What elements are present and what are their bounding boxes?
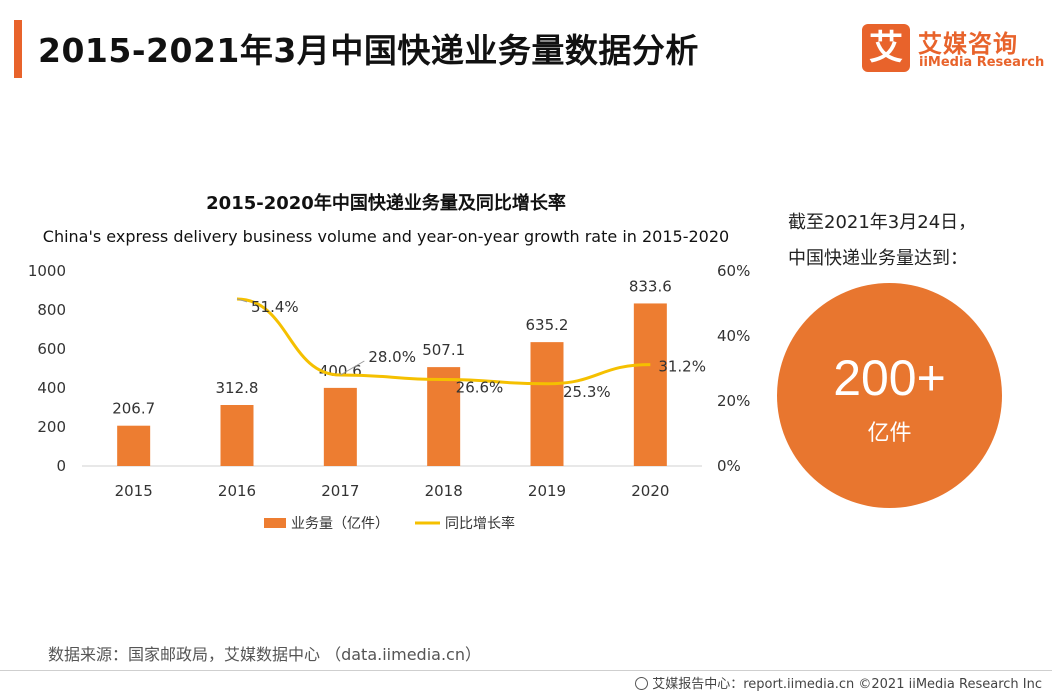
bar-2017 bbox=[323, 387, 357, 466]
chart-subtitle: China's express delivery business volume… bbox=[43, 227, 729, 246]
x-tick-label: 2019 bbox=[528, 482, 566, 500]
bar-value-label: 635.2 bbox=[526, 316, 569, 334]
globe-icon bbox=[635, 677, 649, 690]
x-tick-label: 2017 bbox=[321, 482, 359, 500]
footer: 艾媒报告中心：report.iimedia.cn ©2021 iiMedia R… bbox=[635, 673, 1042, 692]
side-note-line1: 截至2021年3月24日， bbox=[788, 212, 977, 233]
label-leader-line bbox=[236, 298, 248, 303]
x-axis: 2015 2016 2017 2018 2019 2020 bbox=[115, 482, 670, 500]
footer-text: 艾媒报告中心：report.iimedia.cn ©2021 iiMedia R… bbox=[652, 677, 1042, 692]
footer-divider bbox=[0, 670, 1052, 671]
chart-legend: 业务量（亿件） 同比增长率 bbox=[264, 515, 515, 532]
label-leader-line bbox=[340, 360, 365, 376]
growth-rate-label: 25.3% bbox=[563, 383, 611, 401]
bar-2016 bbox=[220, 405, 254, 466]
data-source-note: 数据来源：国家邮政局，艾媒数据中心 （data.iimedia.cn） bbox=[48, 645, 481, 664]
y-right-tick-label: 60% bbox=[717, 262, 750, 280]
growth-rate-label: 51.4% bbox=[251, 298, 299, 316]
bar-value-label: 400.6 bbox=[319, 362, 362, 380]
x-tick-label: 2018 bbox=[425, 482, 463, 500]
highlight-circle: 200+ 亿件 bbox=[777, 283, 1002, 508]
bar-value-label: 507.1 bbox=[422, 341, 465, 359]
bar-value-label: 312.8 bbox=[216, 379, 259, 397]
x-tick-label: 2016 bbox=[218, 482, 256, 500]
logo-mark: 艾 bbox=[862, 24, 910, 72]
y-left-tick-label: 1000 bbox=[28, 262, 66, 280]
bar-2015 bbox=[117, 425, 151, 466]
volume-bars bbox=[117, 303, 667, 466]
growth-rate-path bbox=[236, 297, 651, 386]
y-right-tick-label: 20% bbox=[717, 392, 750, 410]
express-volume-chart: 2015-2020年中国快递业务量及同比增长率 China's express … bbox=[28, 192, 751, 532]
legend-bar-label: 业务量（亿件） bbox=[291, 516, 389, 532]
growth-rate-label: 31.2% bbox=[658, 358, 706, 376]
y-left-tick-label: 600 bbox=[37, 340, 66, 358]
iimedia-logo: 艾 艾媒咨询 iiMedia Research bbox=[858, 24, 1044, 76]
highlight-unit: 亿件 bbox=[867, 421, 912, 446]
growth-rate-label: 28.0% bbox=[368, 348, 416, 366]
y-left-tick-label: 800 bbox=[37, 301, 66, 319]
bar-2019 bbox=[530, 342, 564, 466]
growth-rate-label: 26.6% bbox=[456, 379, 504, 397]
logo-cn-text: 艾媒咨询 bbox=[918, 30, 1018, 58]
legend-bar-swatch bbox=[264, 518, 286, 528]
y-left-tick-label: 400 bbox=[37, 379, 66, 397]
title-accent-bar bbox=[14, 20, 22, 78]
y-right-tick-label: 0% bbox=[717, 457, 741, 475]
y-right-tick-label: 40% bbox=[717, 327, 750, 345]
chart-title: 2015-2020年中国快递业务量及同比增长率 bbox=[206, 192, 566, 214]
y-left-tick-label: 0 bbox=[56, 457, 66, 475]
x-tick-label: 2015 bbox=[115, 482, 153, 500]
bar-value-label: 833.6 bbox=[629, 277, 672, 295]
side-note-line2: 中国快递业务量达到： bbox=[788, 248, 968, 269]
x-tick-label: 2020 bbox=[631, 482, 669, 500]
bar-2020 bbox=[633, 303, 667, 466]
volume-bar-labels: 206.7 312.8 400.6 507.1 635.2 833.6 bbox=[112, 277, 672, 417]
page-title: 2015-2021年3月中国快递业务量数据分析 bbox=[38, 31, 699, 70]
logo-en-text: iiMedia Research bbox=[919, 55, 1045, 70]
y-right-axis: 0% 20% 40% 60% bbox=[717, 262, 750, 475]
y-left-tick-label: 200 bbox=[37, 418, 66, 436]
growth-rate-line bbox=[236, 297, 651, 386]
bar-value-label: 206.7 bbox=[112, 400, 155, 418]
legend-line-label: 同比增长率 bbox=[445, 515, 515, 532]
growth-rate-labels: 51.4% 28.0% 26.6% 25.3% 31.2% bbox=[236, 298, 706, 401]
highlight-value: 200+ bbox=[833, 350, 946, 406]
bar-2018 bbox=[427, 367, 461, 466]
y-left-axis: 0 200 400 600 800 1000 bbox=[28, 262, 66, 475]
